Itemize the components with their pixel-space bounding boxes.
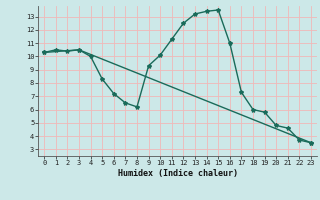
X-axis label: Humidex (Indice chaleur): Humidex (Indice chaleur) [118, 169, 238, 178]
